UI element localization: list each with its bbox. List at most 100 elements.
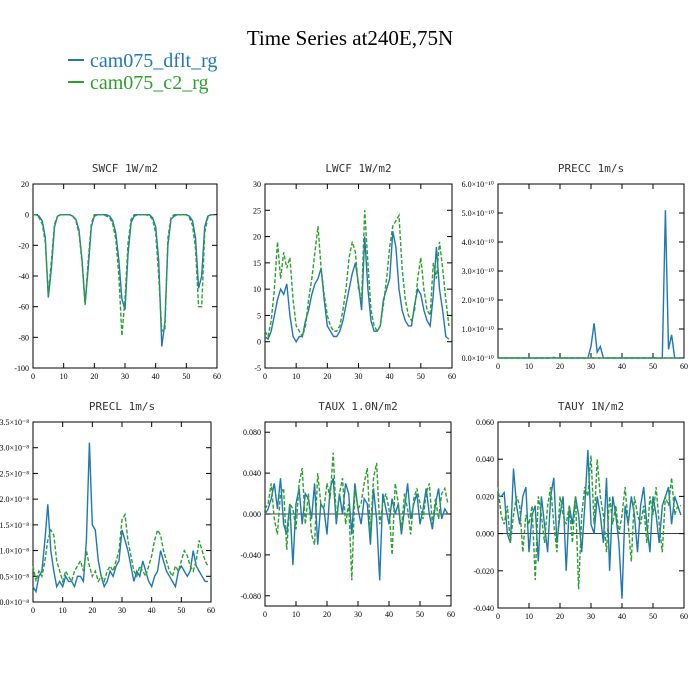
y-tick-label: -5 xyxy=(254,364,261,373)
panel-title: SWCF 1W/m2 xyxy=(92,162,158,175)
x-tick-label: 30 xyxy=(121,372,129,381)
x-tick-label: 30 xyxy=(587,362,595,371)
y-tick-label: 2.5×10⁻⁸ xyxy=(0,469,29,478)
x-tick-label: 50 xyxy=(649,362,657,371)
series-line-c2 xyxy=(264,210,450,339)
x-tick-label: 0 xyxy=(31,372,35,381)
y-tick-label: 0.080 xyxy=(243,428,261,437)
series-line-dflt xyxy=(498,449,682,599)
y-tick-label: 1.5×10⁻⁸ xyxy=(0,521,29,530)
x-tick-label: 60 xyxy=(447,610,455,619)
x-tick-label: 40 xyxy=(385,610,393,619)
x-tick-label: 50 xyxy=(416,610,424,619)
panel-title: TAUX 1.0N/m2 xyxy=(318,400,397,413)
series-line-c2 xyxy=(264,452,449,581)
panel-4: PRECL 1m/s 0 10 20 30 40 50 60 0.0×10⁻⁸ 0.5×10⁻⁸ 1… xyxy=(0,400,215,615)
x-tick-label: 30 xyxy=(354,610,362,619)
panel-6: TAUY 1N/m2 0 10 20 30 40 50 60 -0.040 -0.020 0.000… xyxy=(473,400,688,621)
x-tick-label: 60 xyxy=(680,612,688,621)
legend-swatch-c2 xyxy=(68,81,84,84)
panel-title: LWCF 1W/m2 xyxy=(325,162,391,175)
y-tick-label: 15 xyxy=(253,259,261,268)
x-tick-label: 30 xyxy=(587,612,595,621)
series-line-dflt xyxy=(498,210,681,359)
x-tick-label: 50 xyxy=(182,372,190,381)
panel-title: PRECL 1m/s xyxy=(89,400,155,413)
x-tick-label: 50 xyxy=(417,372,425,381)
y-tick-label: 10 xyxy=(253,285,261,294)
x-tick-label: 0 xyxy=(496,362,500,371)
x-tick-label: 20 xyxy=(323,610,331,619)
x-tick-label: 0 xyxy=(31,606,35,615)
legend-item-dflt: cam075_dflt_rg xyxy=(68,50,217,73)
series-line-c2 xyxy=(33,213,214,336)
series-line-dflt xyxy=(33,213,214,347)
series-line-dflt xyxy=(264,477,449,581)
x-tick-label: 20 xyxy=(556,362,564,371)
panel-title: PRECC 1m/s xyxy=(558,162,624,175)
y-tick-label: 0.5×10⁻⁸ xyxy=(0,572,29,581)
x-tick-label: 10 xyxy=(60,372,68,381)
x-tick-label: 0 xyxy=(263,372,267,381)
panel-title: TAUY 1N/m2 xyxy=(558,400,624,413)
y-tick-label: 0 xyxy=(257,338,261,347)
x-tick-label: 30 xyxy=(118,606,126,615)
legend-label-dflt: cam075_dflt_rg xyxy=(90,50,218,72)
panel-1: SWCF 1W/m2 0 10 20 30 40 50 60 -100 -80 -60 -40 -20 0… xyxy=(14,162,221,381)
y-tick-label: 0.0×10⁻⁸ xyxy=(0,598,29,607)
y-tick-label: 0.060 xyxy=(476,418,494,427)
panel-frame xyxy=(32,183,218,369)
y-tick-label: -0.020 xyxy=(473,567,494,576)
y-tick-label: 0.040 xyxy=(243,469,261,478)
y-tick-label: -20 xyxy=(18,241,29,250)
panel-3: PRECC 1m/s 0 10 20 30 40 50 60 0.0×10⁻¹⁰ 1.0×10⁻¹… xyxy=(462,162,688,371)
y-tick-label: 0.0×10⁻¹⁰ xyxy=(462,354,494,363)
series-line-c2 xyxy=(497,455,681,590)
y-tick-label: -0.040 xyxy=(240,551,261,560)
y-tick-label: 3.0×10⁻⁸ xyxy=(0,444,29,453)
x-tick-label: 60 xyxy=(213,372,221,381)
y-tick-label: 6.0×10⁻¹⁰ xyxy=(462,180,494,189)
y-tick-label: 4.0×10⁻¹⁰ xyxy=(462,238,494,247)
x-tick-label: 40 xyxy=(618,362,626,371)
y-tick-label: -0.080 xyxy=(240,592,261,601)
y-tick-label: -0.040 xyxy=(473,604,494,613)
x-tick-label: 10 xyxy=(292,610,300,619)
y-tick-label: 1.0×10⁻⁸ xyxy=(0,547,29,556)
y-tick-label: 2.0×10⁻⁸ xyxy=(0,495,29,504)
y-tick-label: -100 xyxy=(14,364,29,373)
y-tick-label: -80 xyxy=(18,333,29,342)
y-tick-label: 2.0×10⁻¹⁰ xyxy=(462,296,494,305)
x-tick-label: 30 xyxy=(355,372,363,381)
x-tick-label: 20 xyxy=(88,606,96,615)
x-tick-label: 60 xyxy=(680,362,688,371)
series-line-dflt xyxy=(264,231,450,344)
y-tick-label: 1.0×10⁻¹⁰ xyxy=(462,325,494,334)
y-tick-label: 0 xyxy=(25,211,29,220)
x-tick-label: 40 xyxy=(618,612,626,621)
x-tick-label: 10 xyxy=(525,612,533,621)
x-tick-label: 20 xyxy=(556,612,564,621)
x-tick-label: 10 xyxy=(59,606,67,615)
y-tick-label: -40 xyxy=(18,272,29,281)
x-tick-label: 0 xyxy=(263,610,267,619)
x-tick-label: 40 xyxy=(148,606,156,615)
y-tick-label: 0.000 xyxy=(243,510,261,519)
y-tick-label: 0.000 xyxy=(476,530,494,539)
y-tick-label: 20 xyxy=(21,180,29,189)
series-line-c2 xyxy=(32,512,209,584)
y-tick-label: 30 xyxy=(253,180,261,189)
x-tick-label: 40 xyxy=(152,372,160,381)
x-tick-label: 10 xyxy=(525,362,533,371)
panel-5: TAUX 1.0N/m2 0 10 20 30 40 50 60 -0.080 -0.040 0.0… xyxy=(240,400,455,619)
y-tick-label: 20 xyxy=(253,233,261,242)
x-tick-label: 50 xyxy=(177,606,185,615)
y-tick-label: 3.0×10⁻¹⁰ xyxy=(462,267,494,276)
y-tick-label: 5 xyxy=(257,311,261,320)
legend-item-c2: cam075_c2_rg xyxy=(68,72,209,95)
x-tick-label: 60 xyxy=(207,606,215,615)
x-tick-label: 20 xyxy=(90,372,98,381)
x-tick-label: 50 xyxy=(649,612,657,621)
